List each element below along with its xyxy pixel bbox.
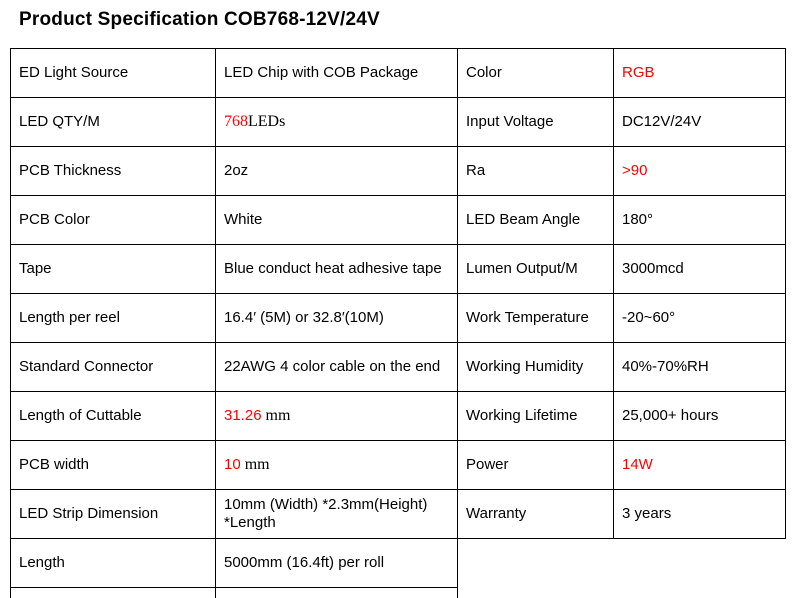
- value-segment: 25,000+ hours: [622, 407, 719, 424]
- table-row: Length of Cuttable 31.26 mm Working Lifeti…: [10, 391, 786, 441]
- spec-value-cell: Blue conduct heat adhesive tape: [215, 244, 458, 294]
- spec-label-cell: Lumen Output/M: [457, 244, 614, 294]
- value-segment: mm: [240, 456, 270, 473]
- spec-label-cell: PCB Color: [10, 195, 216, 245]
- value-segment: >90: [622, 162, 648, 179]
- table-row: PCB Color White LED Beam Angle 180°: [10, 195, 786, 245]
- value-segment: White: [224, 211, 263, 228]
- spec-label-cell: Color: [457, 48, 614, 98]
- spec-label-cell: Length of Connection Cable: [10, 587, 216, 598]
- value-segment: 3000mcd: [622, 260, 684, 277]
- spec-value-cell: 5000mm (16.4ft) per roll: [215, 538, 458, 588]
- spec-value-cell: 3000mcd: [613, 244, 786, 294]
- spec-value-cell: 180°: [613, 195, 786, 245]
- spec-value-cell: 2oz: [215, 146, 458, 196]
- spec-label-cell: Length per reel: [10, 293, 216, 343]
- table-row: Length 5000mm (16.4ft) per roll: [10, 538, 786, 588]
- table-row: Standard Connector 22AWG 4 color cable on…: [10, 342, 786, 392]
- table-row: Length of Connection Cable150mm length: [10, 587, 786, 598]
- table-row: PCB Thickness 2oz Ra >90: [10, 146, 786, 196]
- value-segment: LEDs: [248, 113, 286, 130]
- spec-label-cell: Ra: [457, 146, 614, 196]
- spec-label-cell: LED Strip Dimension: [10, 489, 216, 539]
- spec-label-cell: PCB width: [10, 440, 216, 490]
- spec-label-cell: Warranty: [457, 489, 614, 539]
- spec-table-body: ED Light Source LED Chip with COB Package…: [10, 48, 786, 598]
- spec-value-cell: 768LEDs: [215, 97, 458, 147]
- spec-label-cell: ED Light Source: [10, 48, 216, 98]
- value-segment: -20~60°: [622, 309, 676, 326]
- spec-label-cell: Input Voltage: [457, 97, 614, 147]
- spec-label-cell: Working Lifetime: [457, 391, 614, 441]
- spec-value-cell: DC12V/24V: [613, 97, 786, 147]
- spec-label-cell: Working Humidity: [457, 342, 614, 392]
- spec-label-cell: Standard Connector: [10, 342, 216, 392]
- value-segment: RGB: [622, 64, 655, 81]
- spec-label-cell: PCB Thickness: [10, 146, 216, 196]
- value-segment: 22AWG 4 color cable on the end: [224, 358, 441, 375]
- spec-value-cell: >90: [613, 146, 786, 196]
- spec-value-cell: LED Chip with COB Package: [215, 48, 458, 98]
- spec-label-cell: Tape: [10, 244, 216, 294]
- spec-value-cell: RGB: [613, 48, 786, 98]
- value-segment: 180°: [622, 211, 654, 228]
- table-row: PCB width 10 mm Power 14W: [10, 440, 786, 490]
- spec-value-cell: 10 mm: [215, 440, 458, 490]
- spec-label-cell: Power: [457, 440, 614, 490]
- empty-cell: [614, 588, 786, 598]
- value-segment: 2oz: [224, 162, 249, 179]
- value-segment: Blue conduct heat adhesive tape: [224, 260, 442, 277]
- spec-value-cell: 14W: [613, 440, 786, 490]
- value-segment: mm: [261, 407, 291, 424]
- value-segment: DC12V/24V: [622, 113, 702, 130]
- spec-label-cell: Length: [10, 538, 216, 588]
- spec-label-cell: LED Beam Angle: [457, 195, 614, 245]
- value-segment: 31.26: [224, 407, 262, 424]
- value-segment: 14W: [622, 456, 653, 473]
- empty-cell: [458, 588, 614, 598]
- spec-value-cell: 22AWG 4 color cable on the end: [215, 342, 458, 392]
- table-row: ED Light Source LED Chip with COB Package…: [10, 48, 786, 98]
- value-segment: 10: [224, 456, 241, 473]
- table-row: LED QTY/M 768LEDs Input Voltage DC12V/24V: [10, 97, 786, 147]
- table-row: LED Strip Dimension 10mm (Width) *2.3mm(H…: [10, 489, 786, 539]
- value-segment: 10mm (Width) *2.3mm(Height) *Length: [224, 496, 428, 531]
- spec-label-cell: Work Temperature: [457, 293, 614, 343]
- spec-value-cell: 3 years: [613, 489, 786, 539]
- spec-value-cell: 31.26 mm: [215, 391, 458, 441]
- empty-cell: [614, 539, 786, 588]
- value-segment: 768: [224, 113, 248, 130]
- value-segment: 3 years: [622, 505, 672, 522]
- spec-value-cell: 25,000+ hours: [613, 391, 786, 441]
- spec-table: ED Light Source LED Chip with COB Package…: [10, 48, 786, 598]
- value-segment: 5000mm (16.4ft) per roll: [224, 554, 385, 571]
- spec-value-cell: 150mm length: [215, 587, 458, 598]
- spec-value-cell: 40%-70%RH: [613, 342, 786, 392]
- spec-label-cell: Length of Cuttable: [10, 391, 216, 441]
- table-row: Length per reel 16.4′ (5M) or 32.8′(10M) W…: [10, 293, 786, 343]
- value-segment: 40%-70%RH: [622, 358, 709, 375]
- value-segment: 16.4′ (5M) or 32.8′(10M): [224, 309, 384, 326]
- spec-value-cell: 10mm (Width) *2.3mm(Height) *Length: [215, 489, 458, 539]
- spec-value-cell: 16.4′ (5M) or 32.8′(10M): [215, 293, 458, 343]
- value-segment: LED Chip with COB Package: [224, 64, 419, 81]
- spec-value-cell: -20~60°: [613, 293, 786, 343]
- spec-label-cell: LED QTY/M: [10, 97, 216, 147]
- empty-cell: [458, 539, 614, 588]
- table-row: Tape Blue conduct heat adhesive tape Lumen…: [10, 244, 786, 294]
- page-title: Product Specification COB768-12V/24V: [19, 9, 380, 30]
- spec-value-cell: White: [215, 195, 458, 245]
